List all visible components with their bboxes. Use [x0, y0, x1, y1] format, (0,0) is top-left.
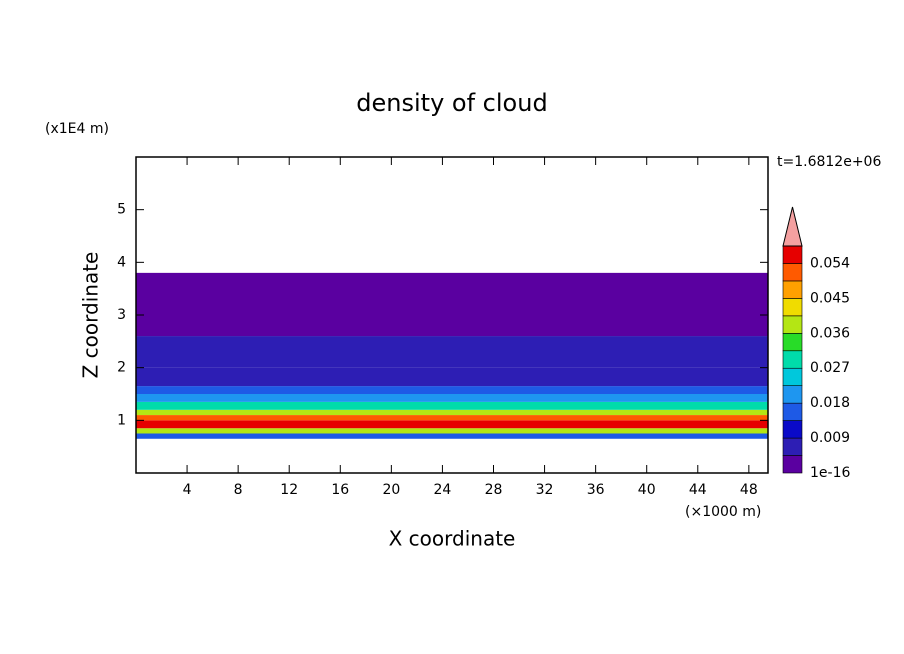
y-unit: (x1E4 m): [45, 121, 109, 137]
x-tick-label: 36: [587, 482, 605, 498]
y-tick-label: 5: [117, 202, 126, 218]
density-band: [136, 420, 768, 429]
colorbar-label: 0.009: [810, 430, 850, 446]
colorbar-label: 0.018: [810, 395, 850, 411]
y-axis-title: Z coordinate: [79, 252, 103, 379]
colorbar-label: 0.036: [810, 325, 850, 341]
y-tick-label: 1: [117, 412, 126, 428]
y-tick-label: 3: [117, 307, 126, 323]
x-tick-label: 28: [485, 482, 503, 498]
colorbar-label: 0.027: [810, 360, 850, 376]
density-band: [136, 386, 768, 394]
chart-title: density of cloud: [356, 89, 547, 117]
y-tick-label: 4: [117, 254, 126, 270]
density-band: [136, 409, 768, 416]
x-tick-label: 48: [740, 482, 758, 498]
x-unit: (×1000 m): [685, 504, 761, 520]
colorbar-cell: [782, 245, 803, 264]
colorbar-label: 1e-16: [810, 465, 850, 481]
density-band: [136, 428, 768, 434]
density-band: [136, 336, 768, 368]
colorbar-cell: [782, 263, 803, 282]
x-tick-label: 40: [638, 482, 656, 498]
x-tick-label: 8: [234, 482, 243, 498]
x-axis-title: X coordinate: [389, 527, 516, 551]
x-tick-label: 24: [434, 482, 452, 498]
colorbar-label: 0.045: [810, 290, 850, 306]
colorbar-cell: [782, 333, 803, 352]
colorbar-cell: [782, 402, 803, 421]
colorbar-cell: [782, 280, 803, 299]
x-tick-label: 12: [280, 482, 298, 498]
density-band: [136, 272, 768, 337]
x-tick-label: 4: [183, 482, 192, 498]
x-tick-label: 20: [382, 482, 400, 498]
colorbar-cell: [782, 298, 803, 317]
time-label: t=1.6812e+06: [777, 154, 881, 170]
colorbar-cell: [782, 437, 803, 456]
colorbar-cell: [782, 350, 803, 369]
colorbar-label: 0.054: [810, 255, 850, 271]
density-band: [136, 367, 768, 387]
x-tick-label: 32: [536, 482, 554, 498]
colorbar-cell: [782, 455, 803, 474]
colorbar-cell: [782, 420, 803, 439]
density-band: [136, 415, 768, 421]
colorbar-overflow: [782, 206, 803, 247]
x-tick-label: 16: [331, 482, 349, 498]
density-band: [136, 394, 768, 402]
density-band: [136, 433, 768, 439]
colorbar-cell: [782, 367, 803, 386]
colorbar-cell: [782, 385, 803, 404]
x-tick-label: 44: [689, 482, 707, 498]
colorbar-cell: [782, 315, 803, 334]
density-band: [136, 401, 768, 410]
y-tick-label: 2: [117, 360, 126, 376]
